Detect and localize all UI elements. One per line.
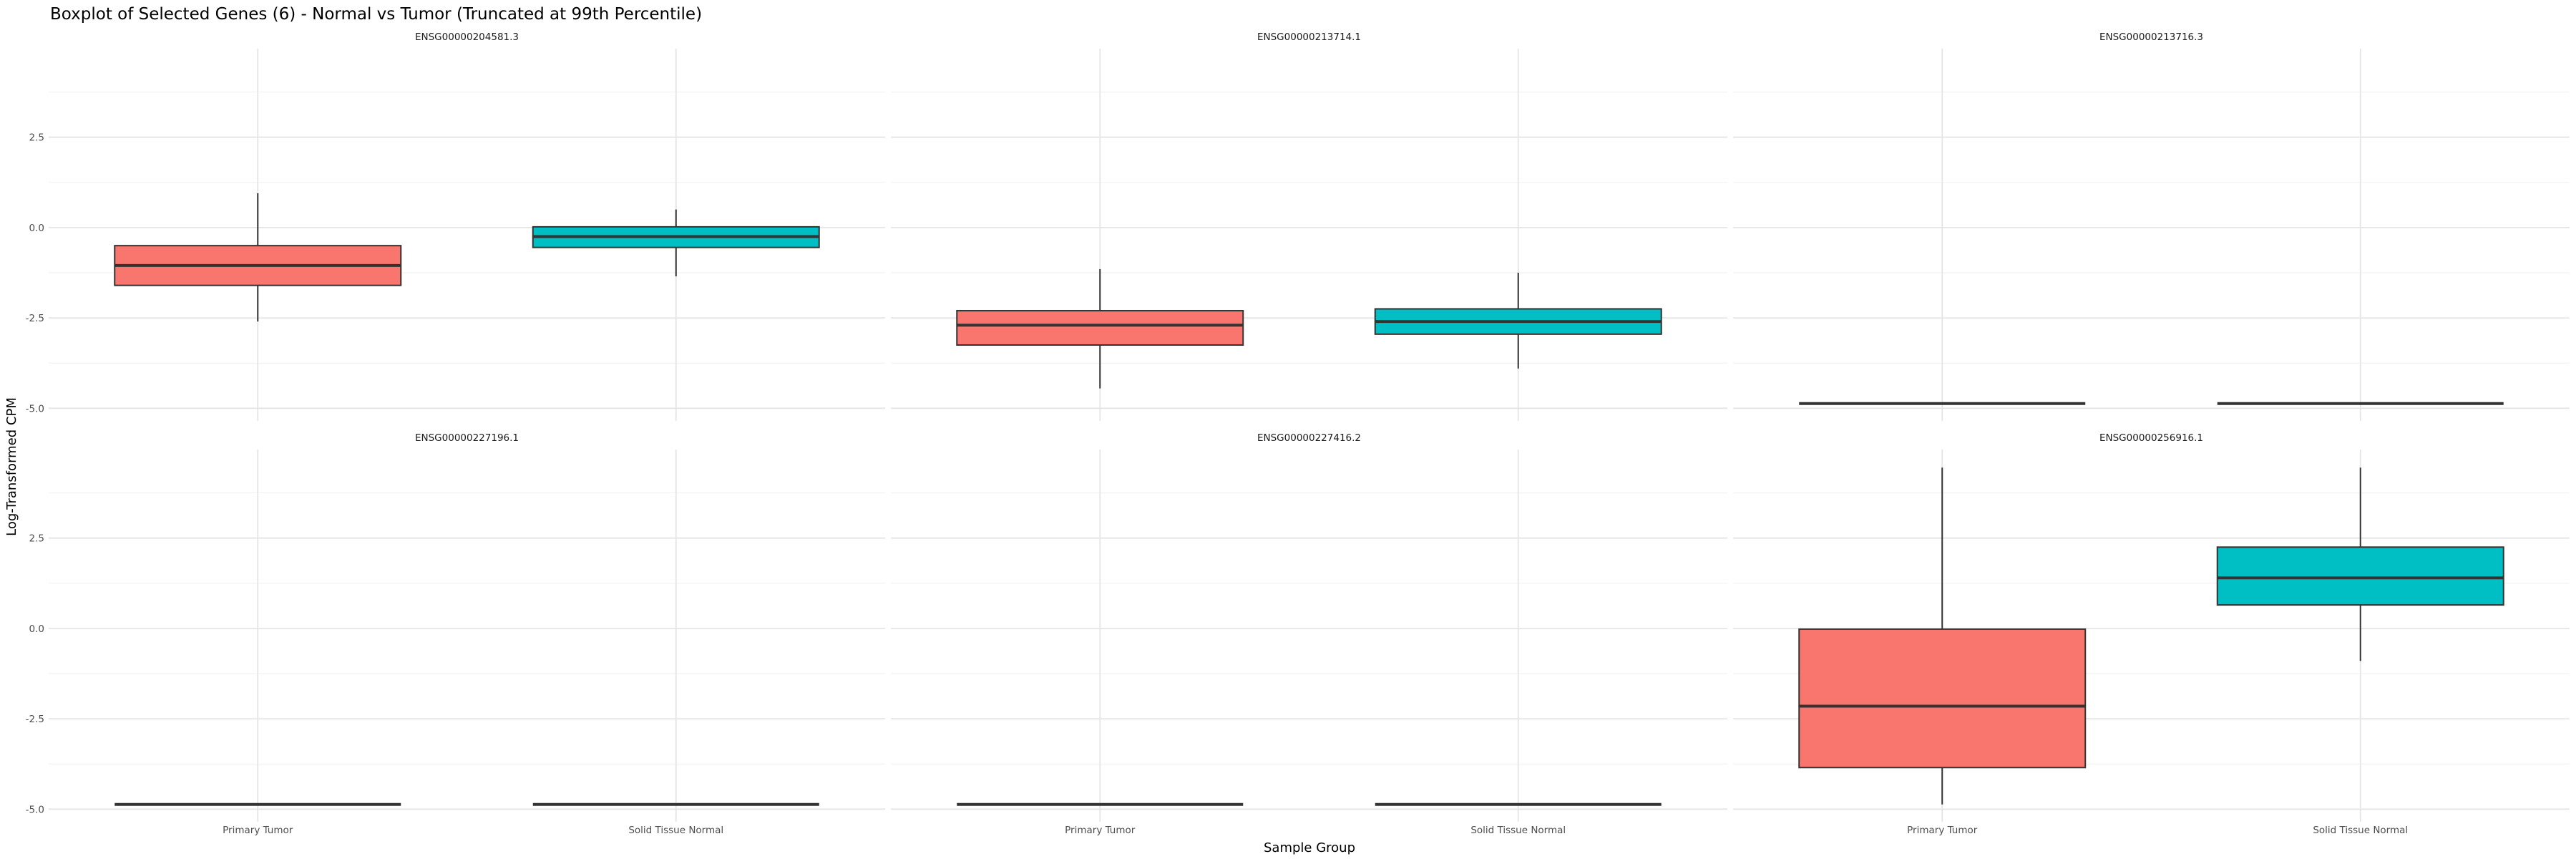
facet-panel: ENSG00000227196.1 -5.0 -2.5 0.0 2.5 Primary T… [26,432,885,836]
facet-label: ENSG00000227416.2 [1257,432,1361,444]
x-tick-label: Primary Tumor [1907,825,1978,836]
x-tick-label: Solid Tissue Normal [2313,825,2408,836]
y-tick-label: -5.0 [26,403,44,414]
box-element [1374,273,1662,369]
facet-panels: ENSG00000204581.3-5.0-2.50.02.5ENSG00000… [26,31,2570,836]
box-element [532,209,820,277]
facet-label: ENSG00000204581.3 [415,31,519,43]
facet-panel: ENSG00000227416.2 Primary Tumor Solid Tiss… [891,432,1727,836]
x-tick-label: Solid Tissue Normal [1470,825,1566,836]
box-element [1798,467,2087,805]
facet-panel: ENSG00000256916.1 Primary Tumor Solid Tiss… [1733,432,2570,836]
x-tick-label: Solid Tissue Normal [628,825,723,836]
x-tick-label: Primary Tumor [223,825,293,836]
facet-label: ENSG00000213714.1 [1257,31,1361,43]
facet-panel: ENSG00000204581.3 -5.0 -2.5 0.0 2.5 [26,31,885,421]
facet-label: ENSG00000256916.1 [2099,432,2203,444]
x-axis-title: Sample Group [1264,840,1355,855]
box-iqr [956,310,1244,346]
y-tick-label: -5.0 [26,804,44,815]
chart-title: Boxplot of Selected Genes (6) - Normal v… [50,5,702,24]
y-tick-label: 0.0 [29,623,44,635]
box-element [956,268,1244,389]
box-element [114,193,402,322]
facet-panel: ENSG00000213716.3 [1733,31,2570,421]
y-tick-label: -2.5 [26,313,44,324]
facet-label: ENSG00000213716.3 [2099,31,2203,43]
y-tick-label: 0.0 [29,223,44,234]
box-iqr [2216,546,2504,606]
facet-label: ENSG00000227196.1 [415,432,519,444]
y-axis-title: Log-Transformed CPM [4,397,19,536]
y-tick-label: -2.5 [26,714,44,725]
facet-panel: ENSG00000213714.1 [891,31,1727,421]
box-element [2216,467,2504,661]
x-tick-label: Primary Tumor [1065,825,1136,836]
y-tick-label: 2.5 [29,533,44,545]
y-tick-label: 2.5 [29,132,44,144]
box-iqr [1798,628,2087,769]
